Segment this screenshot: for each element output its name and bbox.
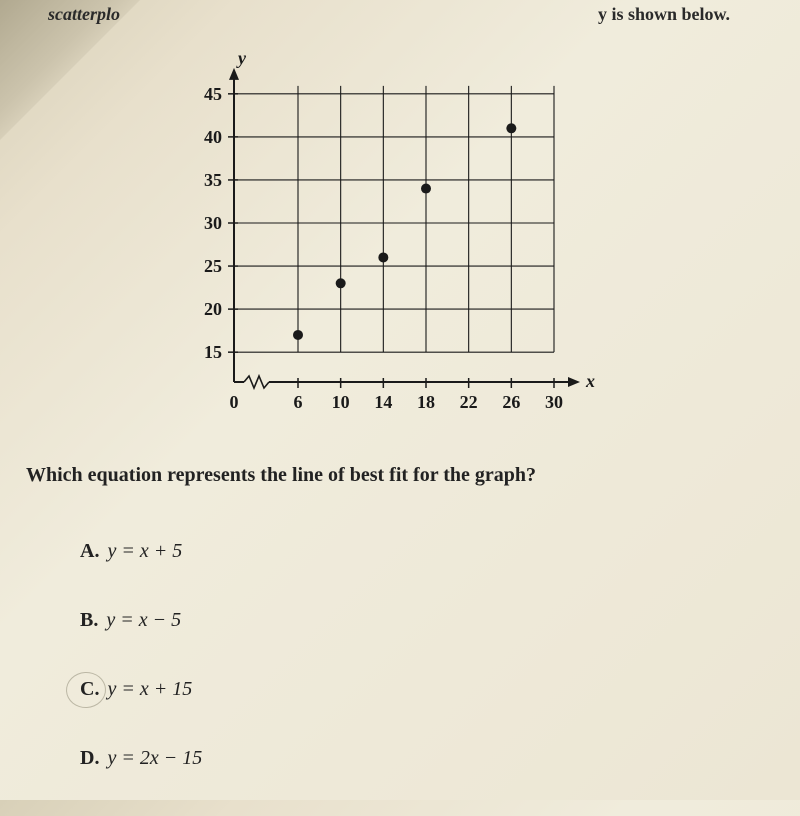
header-fragment-right: y is shown below.	[598, 4, 730, 25]
svg-text:25: 25	[204, 256, 222, 276]
header-fragment-left: scatterplo	[48, 4, 120, 25]
svg-text:15: 15	[204, 342, 222, 362]
choice-d: D. y = 2x − 15	[80, 747, 202, 770]
svg-text:45: 45	[204, 84, 222, 104]
svg-text:6: 6	[294, 392, 303, 412]
choice-letter: C.	[80, 678, 99, 700]
svg-text:20: 20	[204, 299, 222, 319]
svg-text:26: 26	[502, 392, 520, 412]
svg-text:14: 14	[374, 392, 392, 412]
choice-letter: D.	[80, 747, 99, 769]
choice-equation: y = 2x − 15	[107, 747, 202, 769]
question-text: Which equation represents the line of be…	[26, 464, 536, 487]
choice-letter: A.	[80, 540, 99, 562]
svg-text:30: 30	[204, 213, 222, 233]
svg-text:10: 10	[332, 392, 350, 412]
choice-equation: y = x − 5	[106, 609, 181, 631]
svg-text:40: 40	[204, 127, 222, 147]
choice-c: C. y = x + 15	[80, 678, 202, 701]
svg-text:18: 18	[417, 392, 435, 412]
choice-equation: y = x + 15	[107, 678, 192, 700]
choice-letter: B.	[80, 609, 98, 631]
svg-text:30: 30	[545, 392, 563, 412]
svg-text:22: 22	[460, 392, 478, 412]
svg-text:x: x	[585, 371, 595, 391]
scatter-chart: 15 20 25 30 35 40 45 y x 0 6 10 14 18 22 26 30	[170, 38, 600, 438]
svg-text:0: 0	[230, 392, 239, 412]
choice-a: A. y = x + 5	[80, 540, 202, 563]
svg-text:35: 35	[204, 170, 222, 190]
svg-text:y: y	[236, 48, 247, 68]
choice-equation: y = x + 5	[107, 540, 182, 562]
answer-choices: A. y = x + 5 B. y = x − 5 C. y = x + 15 D. y = …	[80, 540, 202, 816]
choice-b: B. y = x − 5	[80, 609, 202, 632]
